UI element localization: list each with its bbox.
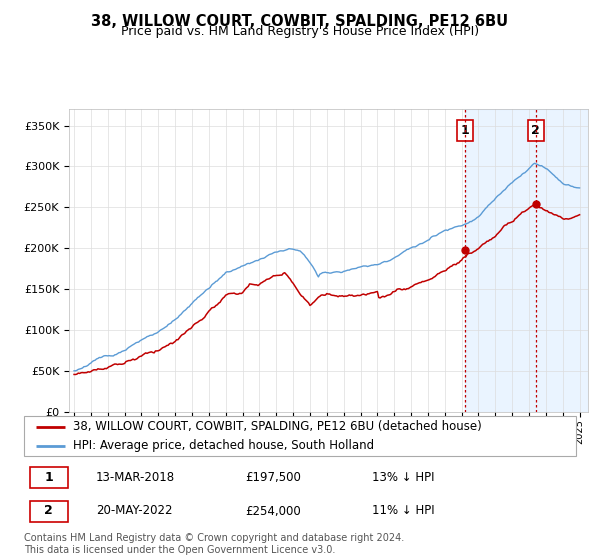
Text: 13-MAR-2018: 13-MAR-2018 [96, 471, 175, 484]
Text: 2: 2 [532, 124, 540, 137]
Text: 1: 1 [461, 124, 469, 137]
Text: Contains HM Land Registry data © Crown copyright and database right 2024.
This d: Contains HM Land Registry data © Crown c… [24, 533, 404, 555]
Text: 38, WILLOW COURT, COWBIT, SPALDING, PE12 6BU (detached house): 38, WILLOW COURT, COWBIT, SPALDING, PE12… [73, 420, 481, 433]
Text: 11% ↓ HPI: 11% ↓ HPI [372, 505, 434, 517]
Text: £254,000: £254,000 [245, 505, 301, 517]
Text: 13% ↓ HPI: 13% ↓ HPI [372, 471, 434, 484]
Text: £197,500: £197,500 [245, 471, 301, 484]
Bar [465, 109, 588, 412]
Text: 38, WILLOW COURT, COWBIT, SPALDING, PE12 6BU: 38, WILLOW COURT, COWBIT, SPALDING, PE12… [91, 14, 509, 29]
Text: Price paid vs. HM Land Registry's House Price Index (HPI): Price paid vs. HM Land Registry's House … [121, 25, 479, 38]
Text: HPI: Average price, detached house, South Holland: HPI: Average price, detached house, Sout… [73, 440, 374, 452]
Bar [29, 501, 68, 521]
Text: 20-MAY-2022: 20-MAY-2022 [96, 505, 172, 517]
Bar [29, 467, 68, 488]
Text: 1: 1 [44, 471, 53, 484]
Text: 2: 2 [44, 505, 53, 517]
